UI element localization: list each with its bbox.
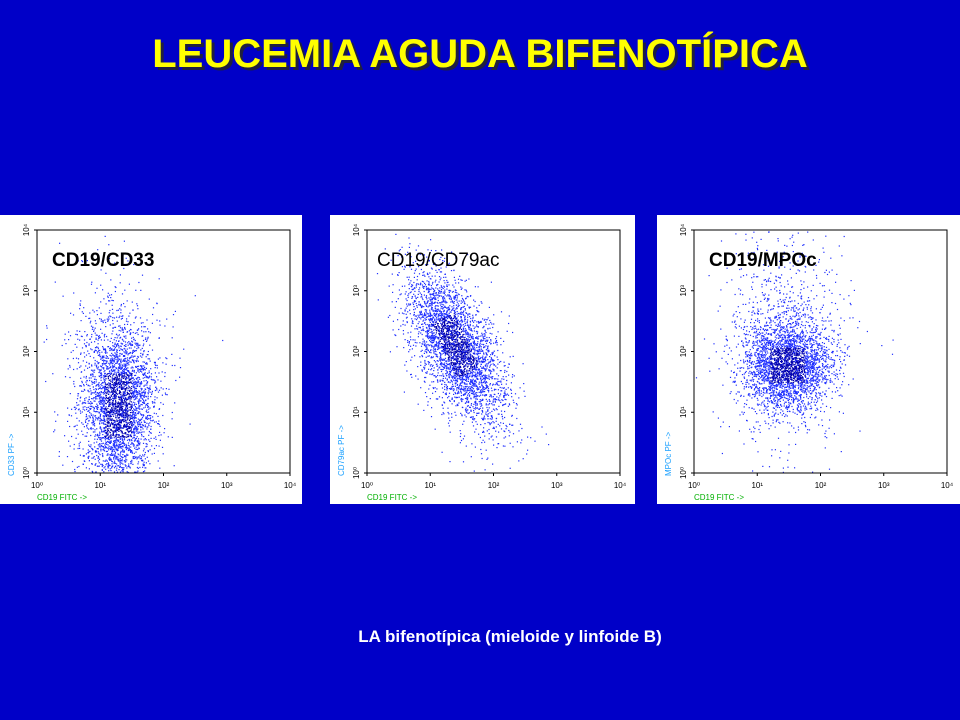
y-tick-label: 10⁴ — [679, 223, 688, 236]
x-tick-label: 10² — [488, 481, 500, 490]
x-axis-label: CD19 FITC -> — [37, 493, 87, 502]
x-tick-label: 10⁰ — [361, 481, 373, 490]
x-tick-label: 10⁰ — [688, 481, 700, 490]
caption: LA bifenotípica (mieloide y linfoide B) — [358, 627, 662, 646]
y-tick-label: 10² — [679, 345, 688, 357]
plot-background — [330, 215, 635, 504]
dot-cloud — [695, 231, 894, 473]
x-tick-label: 10⁴ — [941, 481, 954, 490]
x-tick-label: 10⁴ — [284, 481, 297, 490]
x-axis-label: CD19 FITC -> — [367, 493, 417, 502]
panel-label: CD19/CD79ac — [377, 250, 500, 271]
y-axis-label: MPOc PF -> — [664, 431, 673, 476]
dot-cloud — [376, 233, 550, 472]
plot-background — [0, 215, 302, 504]
y-tick-label: 10³ — [352, 285, 361, 297]
x-tick-label: 10⁴ — [614, 481, 627, 490]
dot-cloud — [43, 235, 224, 474]
y-axis-label: CD33 PF -> — [7, 433, 16, 476]
y-tick-label: 10⁴ — [22, 223, 31, 236]
x-tick-label: 10² — [815, 481, 827, 490]
x-tick-label: 10³ — [221, 481, 233, 490]
x-tick-label: 10² — [158, 481, 170, 490]
y-axis-label: CD79ac PF -> — [337, 425, 346, 476]
x-tick-label: 10¹ — [751, 481, 763, 490]
y-tick-label: 10² — [22, 345, 31, 357]
y-tick-label: 10⁰ — [22, 467, 31, 479]
x-tick-label: 10³ — [551, 481, 563, 490]
plot-background — [657, 215, 960, 504]
x-tick-label: 10¹ — [424, 481, 436, 490]
x-tick-label: 10³ — [878, 481, 890, 490]
panel-label: CD19/CD33 — [52, 250, 154, 271]
y-tick-label: 10² — [352, 345, 361, 357]
y-tick-label: 10¹ — [679, 406, 688, 418]
y-tick-label: 10⁰ — [352, 467, 361, 479]
title-shadow: LEUCEMIA AGUDA BIFENOTÍPICA — [155, 34, 811, 79]
x-tick-label: 10⁰ — [31, 481, 43, 490]
y-tick-label: 10¹ — [22, 406, 31, 418]
y-tick-label: 10³ — [22, 285, 31, 297]
y-tick-label: 10⁴ — [352, 223, 361, 236]
y-tick-label: 10¹ — [352, 406, 361, 418]
panel-label: CD19/MPOc — [709, 250, 817, 271]
y-tick-label: 10³ — [679, 285, 688, 297]
title: LEUCEMIA AGUDA BIFENOTÍPICA — [152, 31, 808, 76]
y-tick-label: 10⁰ — [679, 467, 688, 479]
x-axis-label: CD19 FITC -> — [694, 493, 744, 502]
x-tick-label: 10¹ — [94, 481, 106, 490]
